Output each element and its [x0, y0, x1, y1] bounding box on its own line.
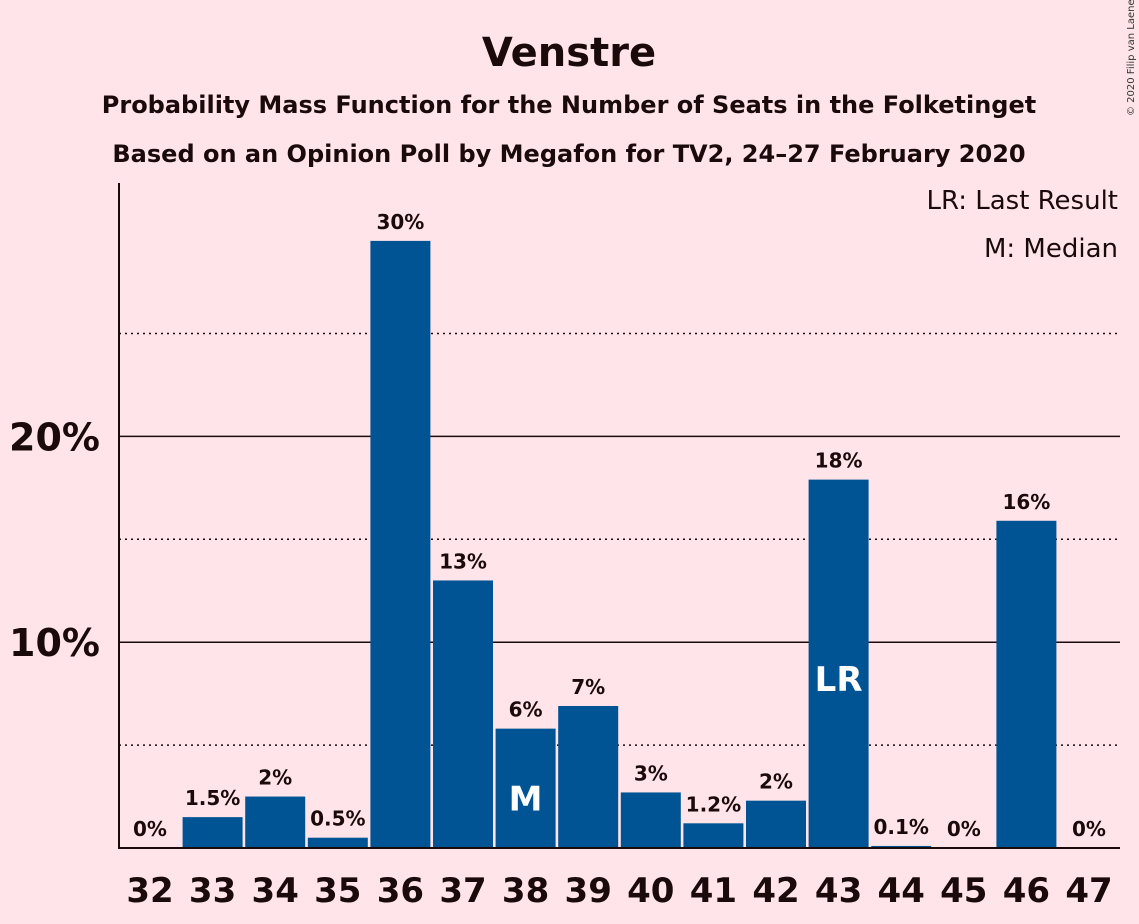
x-tick-42: 42	[752, 871, 799, 911]
chart-subtitle: Probability Mass Function for the Number…	[102, 91, 1036, 119]
data-label-41: 1.2%	[686, 792, 741, 816]
bar-43	[808, 479, 869, 848]
data-label-36: 30%	[376, 210, 424, 234]
data-label-44: 0.1%	[873, 815, 928, 839]
copyright-note: © 2020 Filip van Laenen	[1126, 0, 1137, 116]
data-label-35: 0.5%	[310, 807, 365, 831]
bar-42	[746, 800, 806, 848]
x-tick-44: 44	[878, 871, 925, 911]
x-tick-35: 35	[314, 871, 361, 911]
data-label-45: 0%	[947, 817, 981, 841]
y-tick-label: 20%	[9, 415, 100, 459]
gridlines	[119, 332, 1120, 746]
bar-38	[495, 728, 556, 848]
bars	[182, 240, 1057, 848]
data-label-40: 3%	[634, 761, 668, 785]
y-tick-label: 10%	[9, 621, 100, 665]
x-tick-43: 43	[815, 871, 862, 911]
data-label-34: 2%	[258, 766, 292, 790]
bar-44	[871, 845, 932, 848]
bar-34	[245, 796, 306, 848]
chart-subtitle-2: Based on an Opinion Poll by Megafon for …	[112, 140, 1025, 168]
x-tick-39: 39	[565, 871, 612, 911]
x-tick-47: 47	[1065, 871, 1112, 911]
bar-33	[182, 817, 243, 848]
data-label-47: 0%	[1072, 817, 1106, 841]
legend-median: M: Median	[984, 234, 1118, 264]
x-tick-46: 46	[1003, 871, 1050, 911]
marker-m: M	[509, 780, 543, 820]
bar-41	[683, 823, 744, 848]
x-tick-41: 41	[690, 871, 737, 911]
data-label-33: 1.5%	[185, 786, 240, 810]
x-tick-40: 40	[627, 871, 674, 911]
data-label-43: 18%	[815, 449, 863, 473]
data-label-42: 2%	[759, 770, 793, 794]
x-tick-36: 36	[377, 871, 424, 911]
chart-title: Venstre	[482, 30, 656, 76]
bar-46	[996, 520, 1057, 848]
data-label-32: 0%	[133, 817, 167, 841]
data-labels: 0% 1.5% 2% 0.5% 30% 13% 6% M 7% 3% 1.2% 2% 18% LR 0.1%…	[133, 210, 1106, 841]
x-axis-ticks: 32 33 34 35 36 37 38 39 40 41 42 43 44 45 46 47	[126, 871, 1112, 911]
bar-40	[620, 792, 681, 848]
y-axis-ticks: 10% 20%	[9, 415, 100, 665]
marker-lr: LR	[815, 660, 863, 700]
bar-39	[558, 705, 619, 848]
x-tick-45: 45	[940, 871, 987, 911]
x-tick-32: 32	[126, 871, 173, 911]
bar-35	[307, 837, 368, 848]
bar-37	[433, 580, 493, 848]
data-label-37: 13%	[439, 549, 487, 573]
x-tick-33: 33	[189, 871, 236, 911]
data-label-38: 6%	[509, 698, 543, 722]
data-label-46: 16%	[1002, 490, 1050, 514]
data-label-39: 7%	[571, 675, 605, 699]
x-tick-34: 34	[252, 871, 299, 911]
bar-36	[370, 240, 431, 848]
legend-last-result: LR: Last Result	[926, 186, 1118, 216]
x-tick-38: 38	[502, 871, 549, 911]
x-tick-37: 37	[439, 871, 486, 911]
